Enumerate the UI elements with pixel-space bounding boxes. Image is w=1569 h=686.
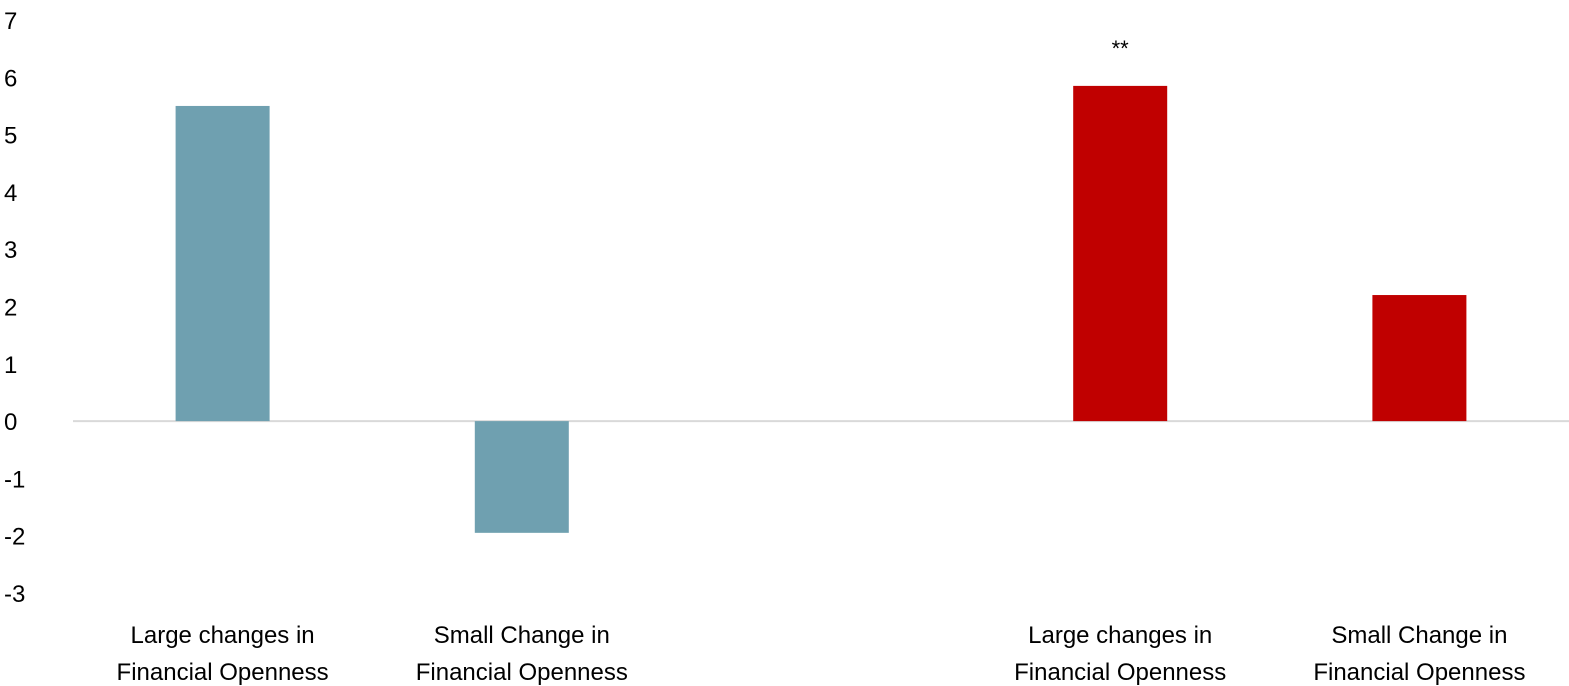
significance-annotation: ** <box>1112 36 1130 61</box>
x-category-label: Large changes in <box>1028 622 1212 649</box>
y-tick-label: 3 <box>4 237 17 264</box>
x-axis-category-labels: Large changes in Financial Openness Small … <box>117 622 1526 686</box>
bar <box>1372 295 1467 422</box>
x-category-label: Financial Openness <box>117 659 329 686</box>
y-tick-label: 1 <box>4 352 17 379</box>
y-axis-tick-labels: 7 6 5 4 3 2 1 0 -1 -2 -3 <box>4 8 25 608</box>
bars <box>175 85 1467 533</box>
bar <box>1073 85 1168 422</box>
y-tick-label: 4 <box>4 180 17 207</box>
bar <box>175 105 270 422</box>
y-tick-label: 6 <box>4 65 17 92</box>
x-category-label: Financial Openness <box>1014 659 1226 686</box>
x-category-label: Small Change in <box>434 622 610 649</box>
x-category-label: Small Change in <box>1331 622 1507 649</box>
y-tick-label: -3 <box>4 581 25 608</box>
bar <box>474 421 569 533</box>
y-tick-label: 7 <box>4 8 17 35</box>
y-tick-label: 5 <box>4 123 17 150</box>
x-category-label: Large changes in <box>131 622 315 649</box>
x-category-label: Financial Openness <box>416 659 628 686</box>
annotations: ** <box>1112 36 1130 61</box>
y-tick-label: -1 <box>4 466 25 493</box>
x-category-label: Financial Openness <box>1313 659 1525 686</box>
y-tick-label: 2 <box>4 295 17 322</box>
y-tick-label: -2 <box>4 524 25 551</box>
y-tick-label: 0 <box>4 409 17 436</box>
